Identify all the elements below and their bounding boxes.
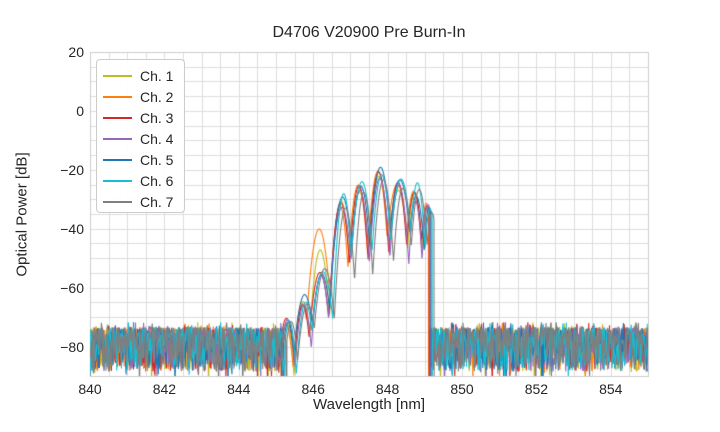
legend-item-ch-5: Ch. 5	[97, 149, 184, 170]
x-axis-label: Wavelength [nm]	[313, 396, 425, 413]
legend-label: Ch. 2	[140, 88, 174, 105]
x-tick-label: 842	[152, 381, 177, 397]
x-tick-label: 848	[375, 381, 400, 397]
legend-line-swatch	[103, 95, 132, 98]
y-tick-label: −60	[60, 279, 84, 296]
x-tick-label: 852	[524, 381, 549, 397]
legend-item-ch-7: Ch. 7	[97, 191, 184, 212]
legend-line-swatch	[103, 200, 132, 203]
legend-item-ch-6: Ch. 6	[97, 170, 184, 191]
x-tick-label: 844	[227, 381, 251, 397]
legend-line-swatch	[103, 158, 132, 161]
legend-item-ch-1: Ch. 1	[97, 65, 184, 86]
chart-title: D4706 V20900 Pre Burn-In	[272, 24, 466, 41]
y-tick-label: −20	[60, 161, 84, 178]
y-tick-label: −80	[60, 338, 84, 355]
legend-line-swatch	[103, 179, 132, 182]
legend-line-swatch	[103, 74, 132, 77]
legend-label: Ch. 7	[140, 193, 174, 210]
x-tick-label: 850	[450, 381, 474, 397]
y-tick-label: 20	[68, 44, 84, 60]
legend-item-ch-2: Ch. 2	[97, 86, 184, 107]
legend-label: Ch. 3	[140, 109, 174, 126]
y-axis-label: Optical Power [dB]	[13, 152, 31, 277]
legend-line-swatch	[103, 137, 132, 140]
legend-label: Ch. 4	[140, 130, 174, 147]
legend-line-swatch	[103, 116, 132, 119]
legend-label: Ch. 1	[140, 67, 174, 84]
x-tick-label: 840	[78, 381, 102, 397]
legend-item-ch-3: Ch. 3	[97, 107, 184, 128]
legend: Ch. 1 Ch. 2 Ch. 3 Ch. 4 Ch. 5 Ch. 6 Ch. 7	[96, 59, 185, 213]
y-tick-label: 0	[76, 102, 84, 119]
legend-label: Ch. 6	[140, 172, 174, 189]
legend-item-ch-4: Ch. 4	[97, 128, 184, 149]
x-tick-label: 846	[301, 381, 325, 397]
legend-label: Ch. 5	[140, 151, 174, 168]
y-tick-label: −40	[60, 220, 84, 237]
x-tick-label: 854	[599, 381, 623, 397]
